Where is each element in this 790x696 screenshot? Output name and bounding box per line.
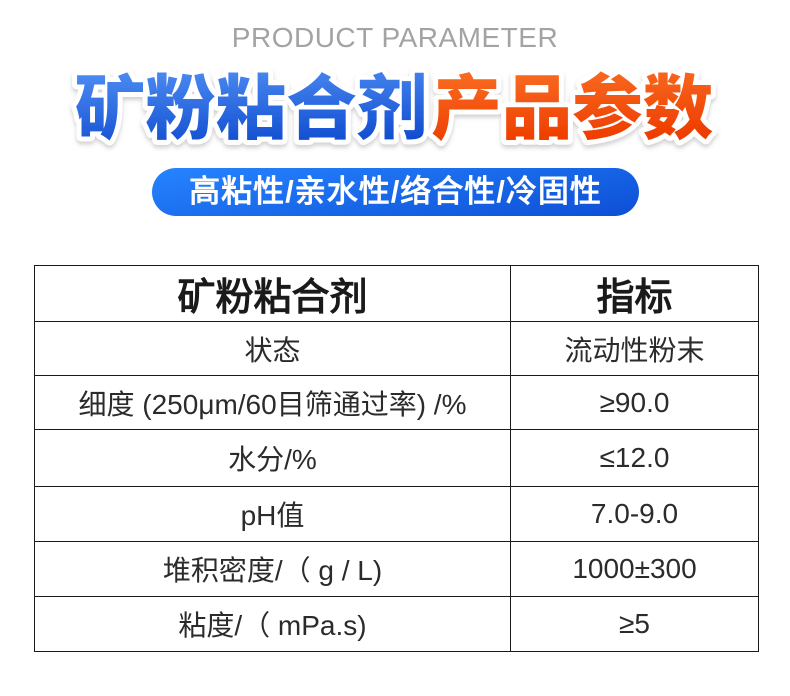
svg-text:矿粉粘合剂产品参数: 矿粉粘合剂产品参数 bbox=[75, 58, 714, 153]
